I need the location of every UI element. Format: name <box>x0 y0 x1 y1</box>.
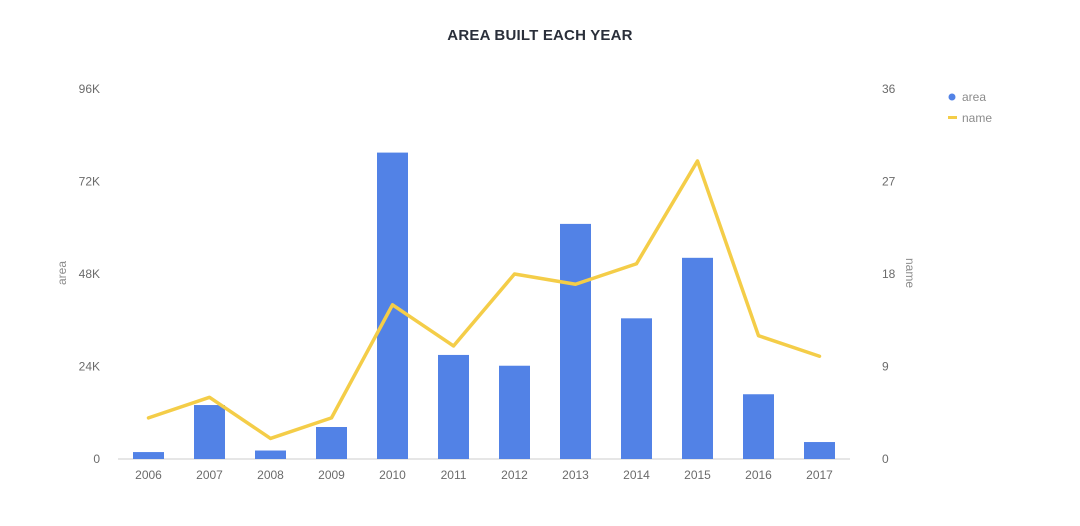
line-point-2014[interactable] <box>635 262 638 266</box>
line-point-2016[interactable] <box>757 334 760 338</box>
line-point-2010[interactable] <box>391 303 394 307</box>
bar-2014[interactable] <box>621 318 652 459</box>
x-tick-label: 2009 <box>318 468 345 482</box>
legend: area name <box>948 90 992 125</box>
right-axis-ticks: 0 9 18 27 36 <box>882 82 896 466</box>
bar-2011[interactable] <box>438 354 469 459</box>
bar-2008[interactable] <box>255 450 286 459</box>
bar-2006[interactable] <box>133 452 164 459</box>
bar-2012[interactable] <box>499 365 530 459</box>
line-point-2008[interactable] <box>269 436 272 440</box>
x-tick-label: 2006 <box>135 468 162 482</box>
x-tick-label: 2007 <box>196 468 223 482</box>
line-point-2013[interactable] <box>574 282 577 286</box>
right-axis-title: name <box>903 258 917 288</box>
left-tick-label: 0 <box>93 452 100 466</box>
x-axis-ticks: 2006 2007 2008 2009 2010 2011 2012 2013 2014 2015… <box>135 468 833 482</box>
left-tick-label: 72K <box>79 175 100 189</box>
x-tick-label: 2011 <box>441 468 467 482</box>
right-tick-label: 18 <box>882 267 896 281</box>
legend-area-swatch[interactable] <box>948 93 956 101</box>
line-point-2017[interactable] <box>818 354 821 358</box>
line-point-2006[interactable] <box>147 416 150 420</box>
line-point-2009[interactable] <box>330 416 333 420</box>
line-series <box>146 159 822 441</box>
x-tick-label: 2016 <box>745 468 772 482</box>
bar-2017[interactable] <box>804 442 835 459</box>
legend-name-label[interactable]: name <box>962 111 992 125</box>
right-tick-label: 36 <box>882 82 896 96</box>
right-tick-label: 0 <box>882 452 889 466</box>
bar-2015[interactable] <box>682 257 713 459</box>
x-tick-label: 2017 <box>806 468 833 482</box>
x-tick-label: 2013 <box>562 468 589 482</box>
left-axis-title: area <box>55 261 69 285</box>
left-tick-label: 48K <box>79 267 100 281</box>
line-point-2007[interactable] <box>208 395 211 399</box>
x-tick-label: 2014 <box>623 468 650 482</box>
x-tick-label: 2015 <box>684 468 711 482</box>
x-tick-label: 2010 <box>379 468 406 482</box>
line-point-2015[interactable] <box>696 159 699 163</box>
right-tick-label: 9 <box>882 360 889 374</box>
line-point-2012[interactable] <box>513 272 516 276</box>
line-point-2011[interactable] <box>452 344 455 348</box>
bar-2009[interactable] <box>316 427 347 459</box>
left-tick-label: 24K <box>79 360 100 374</box>
x-tick-label: 2008 <box>257 468 284 482</box>
bar-2013[interactable] <box>560 223 591 459</box>
legend-area-label[interactable]: area <box>962 90 986 104</box>
left-tick-label: 96K <box>79 82 100 96</box>
left-axis-ticks: 0 24K 48K 72K 96K <box>79 82 101 466</box>
right-tick-label: 27 <box>882 175 896 189</box>
bar-2016[interactable] <box>743 394 774 459</box>
bar-2007[interactable] <box>194 405 225 459</box>
chart-title: AREA BUILT EACH YEAR <box>447 27 633 44</box>
x-tick-label: 2012 <box>501 468 528 482</box>
bars <box>133 152 835 459</box>
line-name[interactable] <box>146 159 822 441</box>
legend-name-swatch[interactable] <box>948 116 957 119</box>
